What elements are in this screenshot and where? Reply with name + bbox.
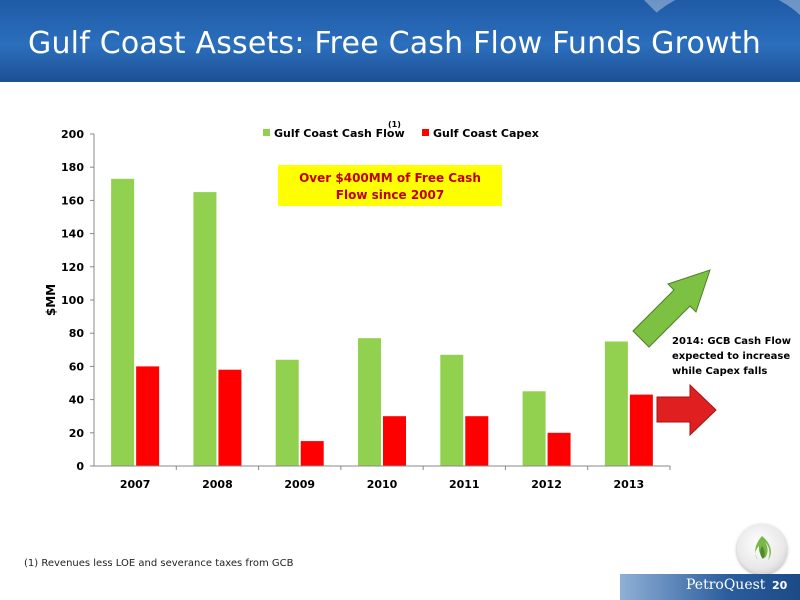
cash-flow-increase-arrow [632, 269, 711, 348]
y-tick-label: 200 [61, 128, 84, 141]
bar-capex-2007 [136, 366, 160, 466]
bar-capex-2009 [300, 441, 324, 466]
y-axis-label: $MM [44, 284, 58, 316]
bar-cash-flow-2007 [111, 178, 135, 466]
y-tick-label: 60 [69, 360, 85, 373]
brand-name: PetroQuest [686, 577, 766, 593]
y-tick-label: 160 [61, 194, 84, 207]
y-tick-label: 120 [61, 261, 84, 274]
y-tick-label: 20 [69, 427, 85, 440]
y-tick-label: 100 [61, 294, 84, 307]
bar-cash-flow-2008 [193, 192, 217, 466]
legend-label-cash-flow: Gulf Coast Cash Flow [274, 127, 405, 140]
bar-cash-flow-2012 [522, 391, 546, 466]
annotation-line-1: Over $400MM of Free Cash [299, 171, 481, 185]
footer-bar [620, 574, 800, 600]
legend-label-capex: Gulf Coast Capex [433, 127, 539, 140]
x-tick-label: 2008 [202, 478, 233, 491]
legend: Gulf Coast Cash Flow (1) Gulf Coast Cape… [263, 120, 539, 140]
bar-capex-2011 [465, 416, 489, 466]
capex-flat-arrow [656, 383, 717, 437]
bar-cash-flow-2009 [275, 359, 299, 466]
x-tick-label: 2011 [449, 478, 480, 491]
y-tick-label: 0 [76, 460, 84, 473]
legend-swatch-cash-flow [263, 129, 270, 136]
free-cash-flow-annotation: Over $400MM of Free Cash Flow since 2007 [278, 165, 502, 206]
y-tick-label: 80 [69, 327, 85, 340]
bar-cash-flow-2010 [358, 338, 381, 466]
footnote: (1) Revenues less LOE and severance taxe… [24, 558, 294, 569]
title-banner: Gulf Coast Assets: Free Cash Flow Funds … [0, 0, 800, 82]
legend-footnote-marker: (1) [388, 120, 401, 129]
up-arrow-icon [632, 269, 711, 348]
right-arrow-icon [656, 383, 717, 437]
legend-swatch-capex [422, 129, 429, 136]
x-tick-label: 2007 [120, 478, 151, 491]
flame-icon [755, 536, 771, 560]
page-number: 20 [772, 579, 788, 592]
company-logo [737, 524, 787, 574]
bar-capex-2013 [629, 394, 653, 466]
x-tick-label: 2010 [367, 478, 398, 491]
y-tick-label: 180 [61, 161, 84, 174]
bar-capex-2010 [383, 416, 406, 466]
y-tick-label: 140 [61, 228, 84, 241]
y-tick-label: 40 [69, 394, 85, 407]
outlook-callout: 2014: GCB Cash Flow expected to increase… [672, 336, 791, 377]
slide-title: Gulf Coast Assets: Free Cash Flow Funds … [28, 26, 761, 61]
annotation-box [278, 165, 502, 206]
bar-capex-2012 [547, 432, 571, 466]
annotation-line-2: Flow since 2007 [336, 188, 444, 202]
bar-cash-flow-2013 [604, 341, 628, 466]
x-tick-label: 2013 [614, 478, 645, 491]
x-tick-label: 2012 [531, 478, 562, 491]
bar-cash-flow-2011 [440, 354, 464, 466]
bar-capex-2008 [218, 369, 242, 466]
x-tick-label: 2009 [284, 478, 315, 491]
